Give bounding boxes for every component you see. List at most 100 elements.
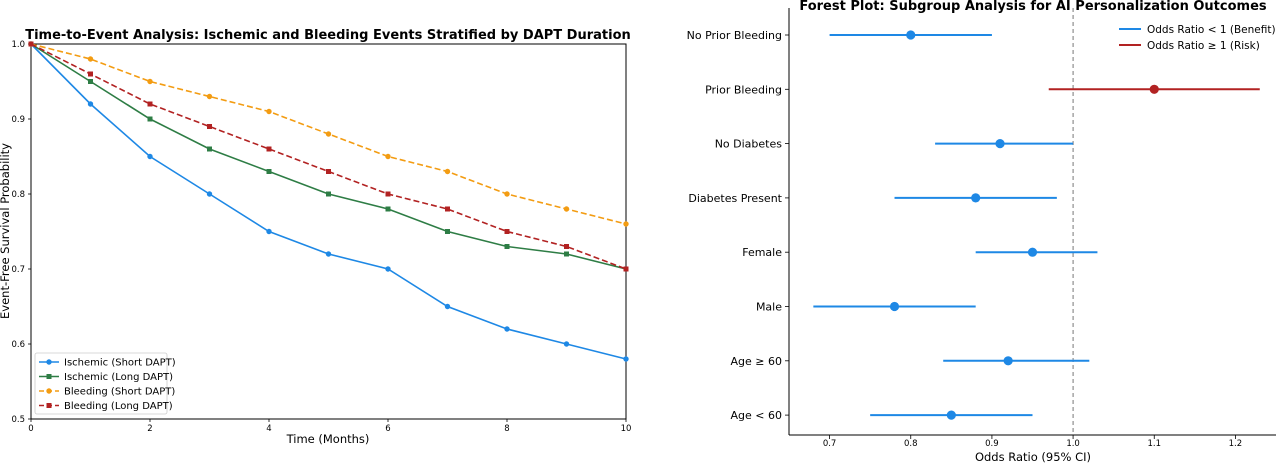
survival-x-tick-label: 8 [504, 424, 509, 434]
forest-subgroup-label: Diabetes Present [688, 192, 782, 205]
survival-data-point [88, 71, 93, 77]
survival-legend-marker [46, 388, 52, 394]
survival-data-point [623, 221, 629, 227]
forest-odds-ratio-point [995, 139, 1005, 149]
survival-x-tick-label: 4 [266, 424, 271, 434]
survival-data-point [444, 168, 451, 175]
survival-data-point [266, 146, 272, 152]
survival-data-point [385, 206, 391, 212]
forest-subgroup-label: Male [756, 301, 782, 314]
survival-data-point [623, 266, 629, 272]
survival-data-point [325, 251, 332, 257]
survival-data-point [326, 169, 331, 174]
survival-data-point [206, 93, 213, 100]
survival-data-point [445, 206, 450, 212]
forest-x-tick-label: 1.0 [1066, 439, 1080, 449]
survival-data-point [147, 101, 153, 107]
survival-data-point [385, 266, 391, 272]
forest-plot: Forest Plot: Subgroup Analysis for AI Pe… [687, 0, 1276, 464]
forest-subgroup-label: No Diabetes [715, 138, 783, 151]
survival-data-point [564, 251, 569, 257]
survival-data-point [207, 146, 212, 152]
survival-data-point [444, 303, 451, 310]
forest-odds-ratio-point [1027, 247, 1038, 257]
survival-x-tick-label: 2 [147, 424, 152, 434]
survival-data-point [504, 326, 510, 332]
forest-odds-ratio-point [889, 301, 900, 312]
survival-series-line [30, 43, 627, 270]
forest-odds-ratio-point [906, 30, 916, 40]
survival-y-tick-label: 0.6 [11, 340, 25, 350]
survival-y-tick-label: 0.7 [11, 265, 25, 275]
forest-legend-label: Odds Ratio ≥ 1 (Risk) [1147, 40, 1260, 52]
survival-legend-box [34, 352, 168, 415]
survival-data-point [563, 206, 570, 212]
survival-legend-marker [46, 403, 52, 408]
survival-data-point [325, 131, 332, 137]
forest-subgroup-label: Female [742, 246, 782, 259]
forest-odds-ratio-point [1149, 84, 1159, 94]
survival-data-point [266, 108, 272, 115]
survival-data-point [147, 78, 153, 85]
survival-x-tick-label: 0 [28, 424, 33, 434]
forest-subgroup-label: Age < 60 [731, 409, 782, 422]
survival-legend-marker [46, 359, 52, 365]
survival-data-point [266, 169, 272, 174]
forest-legend: Odds Ratio < 1 (Benefit) Odds Ratio ≥ 1 (… [1119, 24, 1276, 52]
forest-odds-ratio-point [946, 410, 956, 420]
survival-legend-label: Ischemic (Long DAPT) [64, 372, 173, 383]
forest-odds-ratio-point [971, 193, 981, 203]
forest-plot-title: Forest Plot: Subgroup Analysis for AI Pe… [799, 0, 1267, 14]
survival-data-point [207, 124, 212, 129]
forest-x-tick-label: 0.9 [985, 439, 999, 449]
survival-data-point [504, 244, 510, 249]
survival-series-line [30, 43, 627, 270]
survival-data-point [623, 356, 629, 362]
survival-data-point [385, 191, 391, 197]
survival-y-tick-label: 0.8 [11, 190, 25, 200]
forest-x-tick-label: 0.7 [823, 439, 837, 449]
survival-y-axis-label: Event-Free Survival Probability [0, 143, 12, 319]
survival-data-point [326, 191, 331, 197]
survival-x-axis-label: Time (Months) [286, 432, 370, 446]
survival-legend: Ischemic (Short DAPT) Ischemic (Long DAPT… [34, 352, 176, 415]
survival-y-tick-label: 1.0 [11, 40, 25, 50]
survival-data-point [504, 191, 510, 197]
survival-data-point [87, 101, 94, 107]
forest-legend-label: Odds Ratio < 1 (Benefit) [1147, 24, 1276, 36]
survival-chart-title: Time-to-Event Analysis: Ischemic and Ble… [25, 28, 631, 43]
survival-data-point [28, 41, 34, 47]
forest-x-tick-label: 1.2 [1229, 439, 1243, 449]
forest-subgroup-label: Prior Bleeding [705, 83, 782, 96]
survival-data-point [266, 228, 272, 235]
forest-x-axis-label: Odds Ratio (95% CI) [975, 450, 1091, 464]
survival-data-point [564, 244, 569, 249]
survival-series-line [30, 43, 627, 360]
survival-chart-frame [30, 43, 627, 420]
survival-x-tick-label: 10 [621, 424, 632, 434]
forest-odds-ratio-point [1003, 356, 1013, 366]
survival-x-tick-label: 6 [385, 424, 390, 434]
survival-legend-label: Ischemic (Short DAPT) [64, 358, 176, 369]
survival-legend-label: Bleeding (Short DAPT) [64, 387, 175, 398]
survival-data-point [87, 56, 94, 62]
survival-y-tick-label: 0.9 [11, 115, 25, 125]
survival-legend-label: Bleeding (Long DAPT) [64, 401, 173, 412]
survival-data-point [147, 153, 153, 160]
survival-data-point [147, 116, 153, 122]
survival-data-point [385, 153, 391, 160]
survival-chart: Time-to-Event Analysis: Ischemic and Ble… [0, 28, 631, 446]
survival-data-point [445, 229, 450, 234]
survival-data-point [88, 79, 93, 84]
forest-x-tick-label: 1.1 [1147, 439, 1161, 449]
survival-y-tick-label: 0.5 [11, 415, 25, 425]
forest-subgroup-label: No Prior Bleeding [687, 29, 782, 42]
forest-subgroup-label: Age ≥ 60 [731, 355, 782, 368]
survival-data-point [206, 191, 213, 197]
survival-legend-marker [46, 374, 52, 379]
survival-data-point [563, 341, 570, 347]
forest-x-tick-label: 0.8 [904, 439, 918, 449]
survival-data-point [504, 229, 510, 234]
